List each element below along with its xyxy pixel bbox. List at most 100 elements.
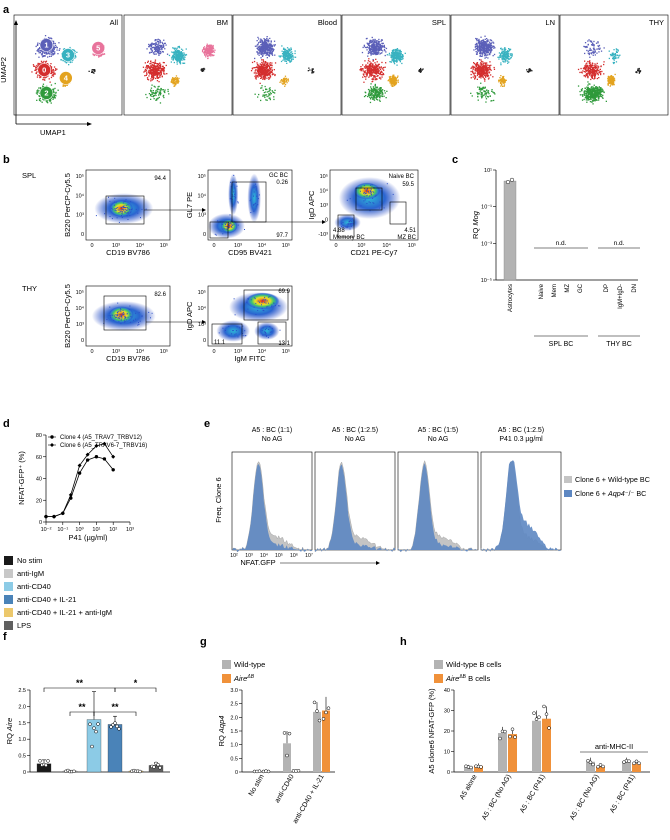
- umap-point: [485, 43, 487, 45]
- umap-point: [46, 53, 49, 55]
- umap-point: [159, 46, 162, 48]
- umap-point: [176, 78, 179, 80]
- umap-point: [52, 49, 55, 51]
- umap-point: [35, 92, 38, 94]
- umap-point: [398, 56, 400, 58]
- umap-point: [394, 82, 396, 84]
- umap-point: [154, 61, 156, 63]
- umap-point: [146, 66, 148, 68]
- umap-point: [359, 69, 361, 71]
- umap-point: [490, 42, 492, 44]
- umap-point: [385, 47, 388, 50]
- umap-point: [157, 88, 159, 90]
- umap-point: [486, 45, 488, 48]
- umap-point: [286, 57, 289, 60]
- umap-point: [380, 89, 382, 91]
- umap-point: [101, 53, 103, 55]
- umap-point: [211, 51, 213, 54]
- umap-point: [160, 44, 162, 47]
- umap-point: [375, 96, 377, 98]
- umap-point: [490, 45, 492, 47]
- umap-point: [143, 71, 145, 73]
- umap-point: [259, 48, 262, 51]
- umap-point: [55, 68, 57, 70]
- umap-point: [183, 55, 185, 57]
- umap-point: [265, 39, 267, 41]
- umap-point: [171, 51, 173, 53]
- umap-point: [270, 70, 272, 73]
- umap-point: [366, 37, 368, 40]
- umap-point: [379, 46, 381, 48]
- umap-point: [202, 69, 205, 71]
- umap-point: [399, 56, 401, 58]
- umap-point: [395, 57, 397, 59]
- umap-point: [163, 67, 165, 69]
- umap-point: [270, 47, 272, 49]
- umap-point: [163, 90, 165, 93]
- umap-point: [384, 66, 386, 68]
- umap-point: [251, 61, 254, 64]
- umap-point: [158, 64, 160, 66]
- umap-point: [388, 54, 390, 56]
- umap-point: [475, 43, 478, 45]
- umap-point: [485, 45, 487, 47]
- umap-point: [152, 71, 154, 73]
- umap-point: [261, 72, 263, 74]
- umap-point: [377, 42, 379, 44]
- umap-point: [392, 49, 395, 51]
- umap-point: [390, 61, 392, 63]
- umap-point: [268, 73, 270, 75]
- umap-point: [379, 71, 382, 74]
- umap-point: [51, 50, 53, 52]
- umap-point: [185, 54, 188, 56]
- umap-point: [259, 63, 261, 65]
- umap-point: [375, 95, 377, 97]
- umap-point: [273, 69, 275, 71]
- umap-point: [264, 47, 266, 49]
- umap-point: [263, 73, 265, 75]
- umap-point: [262, 59, 264, 61]
- umap-point: [371, 45, 373, 48]
- umap-point: [162, 46, 165, 48]
- umap-point: [257, 76, 259, 78]
- umap-point: [397, 54, 399, 56]
- umap-point: [308, 67, 310, 69]
- umap-point: [376, 86, 378, 89]
- umap-point: [52, 71, 54, 73]
- umap-point: [375, 93, 377, 96]
- umap-point: [52, 53, 54, 55]
- umap-point: [283, 53, 285, 55]
- panel-a-label: a: [3, 4, 10, 16]
- umap-point: [378, 38, 380, 41]
- umap-point: [271, 51, 273, 54]
- umap-point: [371, 69, 373, 72]
- umap-point: [260, 51, 263, 53]
- umap-point: [163, 71, 165, 73]
- umap-point: [43, 60, 45, 63]
- umap-point: [173, 54, 175, 56]
- umap-point: [489, 41, 491, 43]
- umap-point: [477, 48, 479, 50]
- umap-point: [179, 55, 181, 57]
- umap-point: [161, 48, 163, 50]
- umap-point: [373, 43, 375, 46]
- umap-point: [39, 50, 41, 52]
- umap-point: [371, 36, 373, 39]
- umap-point: [287, 53, 289, 55]
- umap-point: [259, 71, 262, 73]
- umap-point: [393, 79, 395, 82]
- umap-point: [487, 57, 489, 59]
- umap-point: [283, 52, 286, 54]
- umap-point: [269, 49, 271, 51]
- umap-point: [205, 48, 207, 50]
- umap-point: [420, 70, 422, 72]
- umap-point: [365, 78, 367, 80]
- umap-point: [481, 47, 483, 49]
- umap-point: [291, 51, 293, 53]
- umap-point: [151, 95, 153, 97]
- umap-point: [396, 49, 398, 51]
- umap-point: [174, 79, 176, 81]
- umap-point: [283, 57, 285, 59]
- umap-point: [153, 72, 155, 74]
